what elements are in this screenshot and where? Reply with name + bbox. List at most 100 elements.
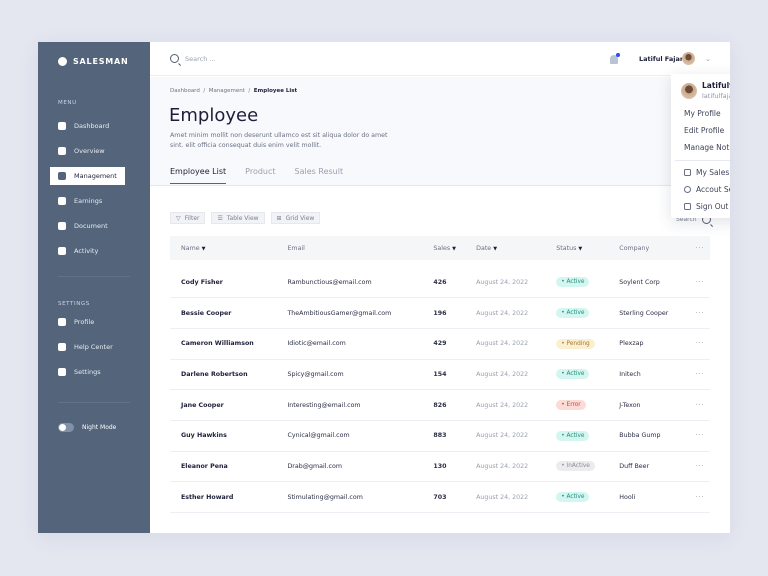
grid-icon <box>58 122 66 130</box>
tabs: Employee List Product Sales Result <box>170 167 343 184</box>
cell-sales: 196 <box>422 297 466 329</box>
settings-section-label: SETTINGS <box>58 301 90 307</box>
filter-icon: ▽ <box>176 214 181 222</box>
menu-section-label: MENU <box>58 100 77 106</box>
pie-logo-icon <box>58 57 67 66</box>
cell-name: Darlene Robertson <box>170 359 277 391</box>
menu-item-manage-notification[interactable]: Manage Notification <box>684 143 730 152</box>
sales-icon <box>684 169 691 176</box>
sort-down-icon: ▼ <box>578 245 583 252</box>
cell-sales: 703 <box>422 481 466 513</box>
status-badge: • Active <box>556 430 590 441</box>
sidebar-item-help-center[interactable]: Help Center <box>50 338 125 356</box>
row-more-icon[interactable]: ··· <box>695 432 705 440</box>
chart-icon <box>58 197 66 205</box>
sidebar: SALESMAN MENU Dashboard Overview Managemen… <box>38 42 150 533</box>
cell-sales: 883 <box>422 420 466 452</box>
notification-bell-icon[interactable] <box>610 53 620 64</box>
cell-email: Idiotic@email.com <box>276 328 423 360</box>
cell-sales: 429 <box>422 328 466 360</box>
cell-email: Drab@gmail.com <box>276 451 423 483</box>
menu-item-sign-out[interactable]: Sign Out <box>684 202 730 211</box>
divider <box>58 276 130 277</box>
column-header-name[interactable]: Name ▼ <box>170 236 277 260</box>
page-header: Dashboard / Management / Employee List E… <box>150 77 730 214</box>
cell-company: J-Texon <box>608 389 685 421</box>
chevron-down-icon[interactable]: ⌄ <box>705 55 711 63</box>
row-more-icon[interactable]: ··· <box>695 340 705 348</box>
cell-date: August 24, 2022 <box>465 389 546 421</box>
sort-down-icon: ▼ <box>201 245 206 252</box>
table-row[interactable]: Cody Fisher Rambunctious@email.com 426 Augu… <box>170 267 710 299</box>
breadcrumb-dashboard[interactable]: Dashboard <box>170 88 200 94</box>
sidebar-item-overview[interactable]: Overview <box>50 142 125 160</box>
more-icon[interactable]: ··· <box>684 236 710 260</box>
sidebar-item-profile[interactable]: Profile <box>50 313 125 331</box>
breadcrumb: Dashboard / Management / Employee List <box>170 88 298 94</box>
sort-down-icon: ▼ <box>452 245 456 252</box>
row-more-icon[interactable]: ··· <box>695 401 705 409</box>
sidebar-item-activity[interactable]: Activity <box>50 242 125 260</box>
cell-email: Stimulating@gmail.com <box>276 481 423 513</box>
sidebar-item-settings[interactable]: Settings <box>50 363 125 381</box>
column-header-sales[interactable]: Sales ▼ <box>422 236 466 260</box>
grid-view-button[interactable]: ⊞ Grid View <box>270 212 321 224</box>
breadcrumb-management[interactable]: Management <box>208 88 245 94</box>
row-more-icon[interactable]: ··· <box>695 278 705 286</box>
table-row[interactable]: Esther Howard Stimulating@gmail.com 703 Aug… <box>170 481 710 513</box>
cell-date: August 24, 2022 <box>465 481 546 513</box>
status-badge: • Active <box>556 277 590 288</box>
cell-email: Rambunctious@email.com <box>276 267 423 299</box>
logo[interactable]: SALESMAN <box>58 57 129 66</box>
row-more-icon[interactable]: ··· <box>695 309 705 317</box>
main-content: Search ... Latiful Fajar ⌄ Dashboard / M… <box>150 42 730 533</box>
sidebar-item-earnings[interactable]: Earnings <box>50 192 125 210</box>
table-row[interactable]: Guy Hawkins Cynical@gmail.com 883 August 24… <box>170 420 710 452</box>
cell-email: Interesting@email.com <box>276 389 423 421</box>
avatar[interactable] <box>682 52 695 65</box>
status-badge: • Active <box>556 492 590 503</box>
table-row[interactable]: Eleanor Pena Drab@gmail.com 130 August 24, … <box>170 451 710 483</box>
cell-date: August 24, 2022 <box>465 267 546 299</box>
row-more-icon[interactable]: ··· <box>695 493 705 501</box>
user-name[interactable]: Latiful Fajar <box>639 55 684 63</box>
tab-sales-result[interactable]: Sales Result <box>294 167 344 176</box>
user-icon <box>684 186 691 193</box>
sidebar-item-management[interactable]: Management <box>50 167 125 185</box>
column-header-email[interactable]: Email <box>276 236 423 260</box>
night-mode-label: Night Mode <box>82 424 117 431</box>
tab-product[interactable]: Product <box>245 167 276 176</box>
profile-dropdown: Latifulfajar latifulfajar83@gmail.com My… <box>671 74 730 218</box>
night-mode-toggle[interactable] <box>58 423 74 432</box>
menu-item-account-settings[interactable]: Accout Settings <box>684 185 730 194</box>
dropdown-user-email: latifulfajar83@gmail.com <box>702 92 730 100</box>
column-header-company[interactable]: Company <box>608 236 685 260</box>
menu-item-my-sales[interactable]: My Sales <box>684 168 730 177</box>
row-more-icon[interactable]: ··· <box>695 370 705 378</box>
status-badge: • Active <box>556 308 590 319</box>
sidebar-item-document[interactable]: Document <box>50 217 125 235</box>
table-row[interactable]: Cameron Williamson Idiotic@email.com 429 Au… <box>170 328 710 360</box>
sidebar-item-dashboard[interactable]: Dashboard <box>50 117 125 135</box>
tab-employee-list[interactable]: Employee List <box>170 167 227 184</box>
column-header-date[interactable]: Date ▼ <box>465 236 546 260</box>
menu-item-my-profile[interactable]: My Profile <box>684 109 721 118</box>
users-icon <box>58 172 66 180</box>
row-more-icon[interactable]: ··· <box>695 462 705 470</box>
status-badge: • Active <box>556 369 590 380</box>
table-row[interactable]: Darlene Robertson Spicy@gmail.com 154 Augus… <box>170 359 710 391</box>
cell-sales: 426 <box>422 267 466 299</box>
bar-chart-icon <box>58 247 66 255</box>
cell-company: Sterling Cooper <box>608 297 685 329</box>
table-row[interactable]: Jane Cooper Interesting@email.com 826 Augus… <box>170 389 710 421</box>
filter-button[interactable]: ▽ Filter <box>170 212 206 224</box>
table-row[interactable]: Bessie Cooper TheAmbitiousGamer@gmail.com… <box>170 297 710 329</box>
search-input[interactable]: Search ... <box>170 54 216 63</box>
sort-down-icon: ▼ <box>493 245 498 252</box>
topbar: Search ... Latiful Fajar ⌄ <box>150 42 730 76</box>
folder-icon <box>58 222 66 230</box>
menu-item-edit-profile[interactable]: Edit Profile› <box>684 126 725 135</box>
column-header-status[interactable]: Status ▼ <box>545 236 609 260</box>
user-icon <box>58 318 66 326</box>
table-view-button[interactable]: ☰ Table View <box>211 212 265 224</box>
